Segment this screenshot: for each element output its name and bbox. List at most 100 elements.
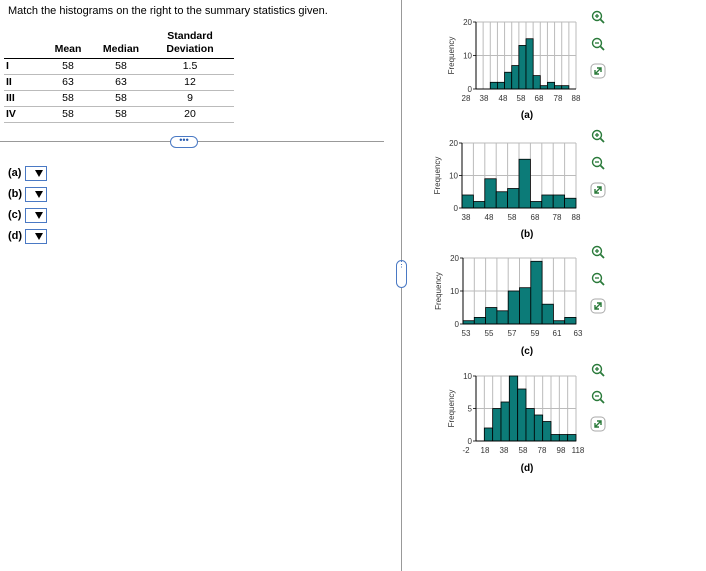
x-tick-label: 88	[572, 94, 581, 103]
dropdown-arrow-icon	[35, 191, 43, 198]
zoom-out-icon[interactable]	[590, 155, 606, 171]
histogram-bar	[567, 434, 577, 442]
y-tick-label: 0	[454, 204, 459, 213]
zoom-out-icon[interactable]	[590, 389, 606, 405]
match-label-a: (a)	[8, 167, 22, 179]
histogram-bar	[500, 401, 510, 442]
x-tick-label: 18	[481, 446, 490, 455]
x-tick-label: 38	[462, 213, 471, 222]
histogram-bar	[508, 375, 519, 442]
match-select-a[interactable]	[25, 166, 47, 181]
y-tick-label: 10	[463, 372, 472, 381]
histogram-bar	[525, 38, 534, 90]
histogram-bar	[541, 303, 554, 325]
x-tick-label: 57	[508, 329, 517, 338]
median-cell: 63	[96, 74, 146, 91]
y-tick-label: 10	[449, 172, 458, 181]
median-cell: 58	[96, 90, 146, 107]
row-id: I	[4, 58, 40, 75]
panel-resize-handle[interactable]: ⋮	[396, 260, 407, 288]
x-tick-label: 58	[517, 94, 526, 103]
histogram-bar	[485, 307, 498, 325]
mean-cell: 63	[40, 74, 96, 91]
match-select-d[interactable]	[25, 229, 47, 244]
histogram-bar	[473, 316, 486, 325]
histogram-bar	[517, 388, 527, 442]
zoom-in-icon[interactable]	[590, 128, 606, 144]
x-tick-label: 58	[508, 213, 517, 222]
histogram-bar	[483, 427, 494, 442]
histogram-bar	[496, 310, 509, 325]
histogram-bar	[497, 81, 505, 90]
table-row: II 63 63 12	[4, 74, 234, 91]
sd-cell: 1.5	[146, 58, 234, 75]
table-row: I 58 58 1.5	[4, 58, 234, 75]
mean-cell: 58	[40, 106, 96, 123]
histogram-bar	[558, 434, 569, 442]
zoom-in-icon[interactable]	[590, 362, 606, 378]
match-select-b[interactable]	[25, 187, 47, 202]
expand-icon[interactable]	[590, 298, 606, 314]
x-tick-label: 48	[499, 94, 508, 103]
x-tick-label: -2	[462, 446, 470, 455]
x-tick-label: 98	[557, 446, 566, 455]
expand-icon[interactable]	[590, 416, 606, 432]
histogram-bar	[518, 45, 527, 90]
histogram-bar	[507, 290, 520, 325]
histogram-bar	[561, 85, 570, 90]
dropdown-arrow-icon	[35, 233, 43, 240]
x-tick-label: 53	[462, 329, 471, 338]
histogram-bar	[525, 408, 535, 442]
histogram-bar	[484, 178, 497, 209]
match-label-d: (d)	[8, 230, 23, 242]
zoom-out-icon[interactable]	[590, 36, 606, 52]
table-row: IV 58 58 20	[4, 106, 234, 123]
y-tick-label: 20	[463, 18, 472, 27]
histogram-bar	[542, 421, 552, 442]
median-cell: 58	[96, 58, 146, 75]
histogram-bar	[533, 414, 544, 442]
row-id: III	[4, 90, 40, 107]
y-axis-label: Frequency	[434, 272, 443, 310]
histogram-bar	[519, 287, 532, 325]
histogram-bar	[564, 316, 577, 325]
y-tick-label: 20	[450, 254, 459, 263]
dropdown-arrow-icon	[35, 170, 43, 177]
x-tick-label: 55	[485, 329, 494, 338]
expand-icon[interactable]	[590, 182, 606, 198]
match-select-c[interactable]	[25, 208, 47, 223]
row-id: II	[4, 74, 40, 91]
col-header-median: Median	[102, 43, 140, 55]
x-tick-label: 38	[500, 446, 509, 455]
histogram-bar	[489, 81, 498, 90]
histogram-bar	[472, 201, 486, 209]
expand-icon[interactable]	[590, 63, 606, 79]
x-tick-label: 59	[531, 329, 540, 338]
x-tick-label: 38	[480, 94, 489, 103]
histogram-bar	[492, 408, 502, 442]
expand-button[interactable]: •••	[170, 136, 198, 148]
y-tick-label: 10	[450, 287, 459, 296]
dropdown-arrow-icon	[35, 212, 43, 219]
zoom-in-icon[interactable]	[590, 244, 606, 260]
histogram-bar	[552, 194, 566, 209]
zoom-in-icon[interactable]	[590, 9, 606, 25]
histogram-bar	[541, 194, 554, 209]
y-tick-label: 0	[468, 85, 473, 94]
histogram-bar	[564, 197, 577, 209]
y-tick-label: 10	[463, 52, 472, 61]
x-tick-label: 118	[572, 446, 585, 455]
match-label-c: (c)	[8, 209, 22, 221]
chart-caption: (b)	[521, 229, 534, 240]
chart-caption: (d)	[521, 463, 534, 474]
histogram-bar	[507, 188, 520, 209]
x-tick-label: 63	[574, 329, 583, 338]
chart-caption: (a)	[521, 110, 533, 121]
table-row: III 58 58 9	[4, 90, 234, 107]
histogram-bar	[550, 434, 560, 442]
zoom-out-icon[interactable]	[590, 271, 606, 287]
row-id: IV	[4, 106, 40, 123]
x-tick-label: 58	[519, 446, 528, 455]
col-header-sd: Standard Deviation	[166, 30, 214, 55]
